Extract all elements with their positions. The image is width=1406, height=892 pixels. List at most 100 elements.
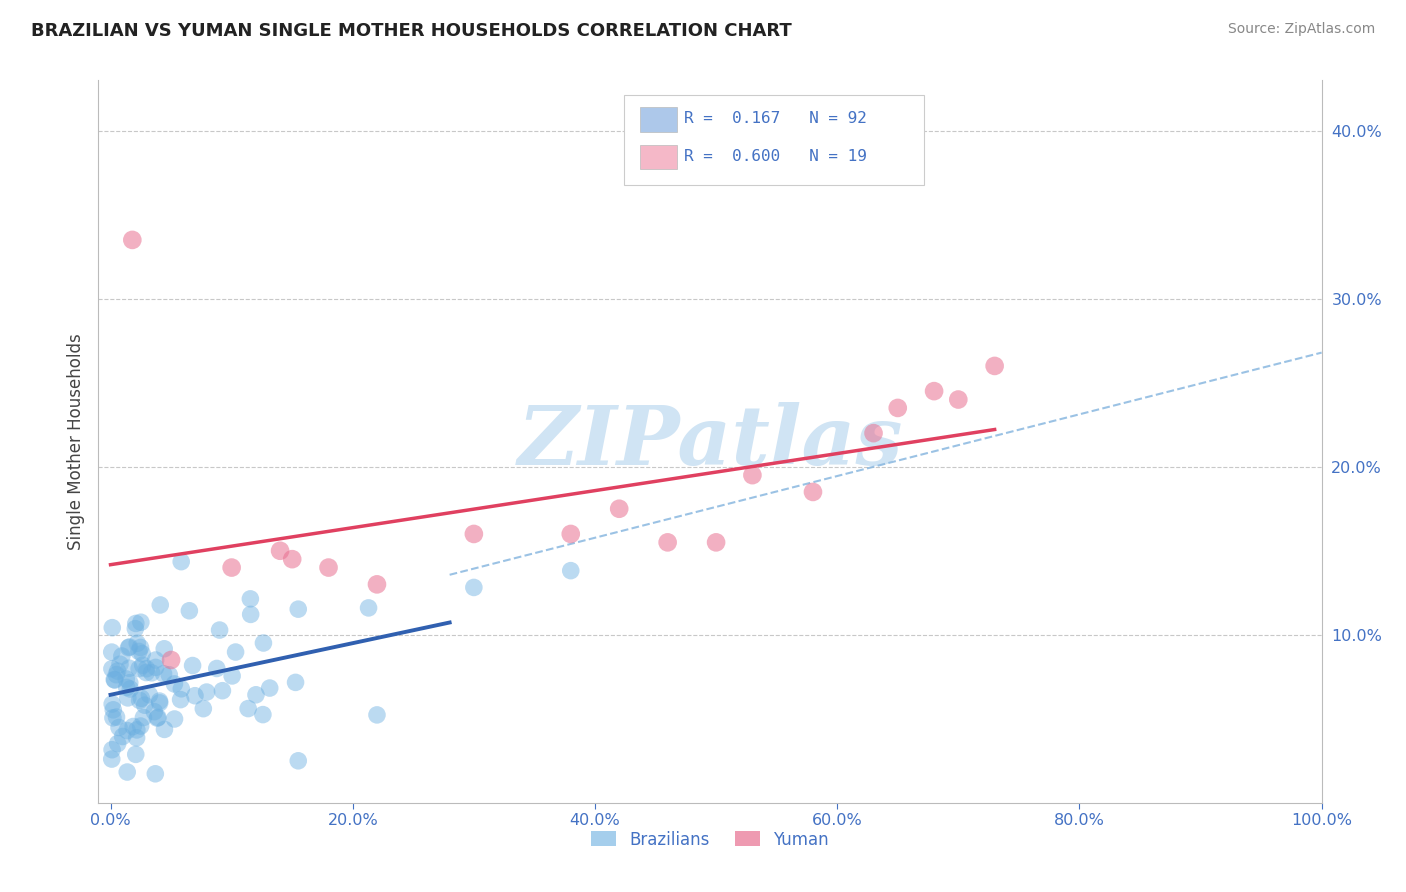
Point (101, 697, 124, 711)
Point (163, 677, 186, 691)
Point (184, 689, 207, 703)
Text: Source: ZipAtlas.com: Source: ZipAtlas.com (1227, 22, 1375, 37)
Point (104, 673, 127, 687)
Point (135, 665, 157, 680)
Text: R =  0.600   N = 19: R = 0.600 N = 19 (685, 149, 868, 163)
Point (131, 691, 153, 706)
Point (115, 765, 138, 780)
Point (128, 662, 150, 676)
FancyBboxPatch shape (640, 107, 678, 132)
Legend: Brazilians, Yuman: Brazilians, Yuman (591, 830, 830, 848)
Point (132, 710, 155, 724)
Point (887, 401, 910, 415)
Point (948, 392, 970, 407)
Point (141, 665, 163, 680)
Point (983, 359, 1005, 373)
Point (152, 666, 174, 681)
Point (128, 693, 150, 707)
Point (111, 730, 134, 744)
Point (607, 501, 630, 516)
Point (170, 681, 193, 696)
Point (357, 600, 380, 615)
Point (146, 710, 169, 724)
Point (221, 560, 243, 574)
Point (101, 621, 124, 635)
Point (117, 690, 139, 705)
Point (134, 698, 156, 713)
Point (129, 719, 152, 733)
Point (153, 723, 176, 737)
Point (115, 681, 138, 695)
Point (238, 701, 260, 715)
Point (118, 675, 141, 690)
Point (741, 468, 763, 483)
Point (129, 640, 152, 655)
Point (193, 701, 215, 715)
Point (153, 641, 176, 656)
Point (463, 527, 485, 541)
Point (135, 662, 157, 676)
Point (163, 712, 186, 726)
Point (366, 707, 388, 722)
Point (117, 640, 139, 655)
Point (121, 233, 143, 247)
Point (115, 672, 138, 686)
Point (125, 731, 148, 745)
Point (252, 636, 274, 650)
Point (105, 667, 128, 681)
Point (125, 723, 148, 737)
Point (560, 527, 582, 541)
Text: R =  0.167   N = 92: R = 0.167 N = 92 (685, 112, 868, 126)
Point (287, 754, 309, 768)
FancyBboxPatch shape (640, 145, 678, 169)
Point (107, 664, 129, 678)
Point (657, 535, 679, 549)
Point (100, 645, 122, 659)
Point (149, 696, 172, 710)
Point (103, 703, 125, 717)
Point (145, 653, 167, 667)
Text: BRAZILIAN VS YUMAN SINGLE MOTHER HOUSEHOLDS CORRELATION CHART: BRAZILIAN VS YUMAN SINGLE MOTHER HOUSEHO… (31, 22, 792, 40)
Point (107, 737, 129, 751)
Point (560, 564, 582, 578)
Point (115, 723, 138, 738)
Point (259, 681, 281, 695)
Point (118, 640, 141, 654)
Point (101, 662, 124, 676)
Point (205, 661, 228, 675)
Point (170, 555, 193, 569)
Point (221, 669, 243, 683)
Point (366, 577, 388, 591)
Point (704, 535, 727, 549)
Point (105, 710, 128, 724)
Point (131, 647, 153, 661)
Point (281, 552, 304, 566)
Point (138, 688, 160, 702)
Point (269, 543, 291, 558)
Point (125, 616, 148, 631)
Point (284, 675, 307, 690)
Point (239, 607, 262, 622)
Point (922, 384, 945, 398)
Point (132, 658, 155, 673)
Point (100, 752, 122, 766)
Point (318, 560, 340, 574)
Point (145, 660, 167, 674)
Point (287, 602, 309, 616)
Point (149, 598, 172, 612)
FancyBboxPatch shape (624, 95, 924, 185)
Point (463, 581, 485, 595)
Point (108, 657, 131, 672)
Point (239, 591, 262, 606)
Point (120, 681, 142, 696)
Point (103, 673, 125, 687)
Point (128, 644, 150, 658)
Point (179, 604, 201, 618)
Point (211, 683, 233, 698)
Y-axis label: Single Mother Households: Single Mother Households (66, 334, 84, 549)
Point (160, 653, 183, 667)
Point (122, 719, 145, 733)
Point (127, 636, 149, 650)
Point (208, 623, 231, 637)
Text: ZIPatlas: ZIPatlas (517, 401, 903, 482)
